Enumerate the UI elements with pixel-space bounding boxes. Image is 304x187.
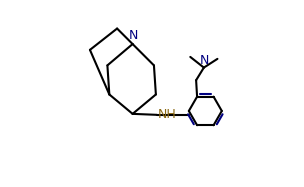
Text: NH: NH [158, 108, 177, 121]
Text: N: N [200, 54, 209, 67]
Text: N: N [129, 29, 138, 42]
